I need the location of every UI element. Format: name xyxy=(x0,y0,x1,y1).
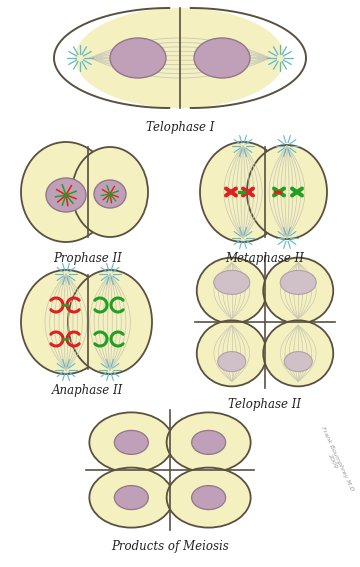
Ellipse shape xyxy=(89,468,174,528)
Ellipse shape xyxy=(94,180,126,208)
Text: Metaphase II: Metaphase II xyxy=(226,252,305,265)
Text: Frank Boumphrey M.D
2009: Frank Boumphrey M.D 2009 xyxy=(315,426,355,494)
Ellipse shape xyxy=(197,257,267,324)
Ellipse shape xyxy=(247,145,327,239)
Ellipse shape xyxy=(167,412,251,472)
Ellipse shape xyxy=(21,270,111,374)
Ellipse shape xyxy=(280,270,316,294)
Text: Anaphase II: Anaphase II xyxy=(52,384,123,397)
Ellipse shape xyxy=(263,320,333,386)
Ellipse shape xyxy=(263,257,333,324)
Ellipse shape xyxy=(114,430,148,454)
Ellipse shape xyxy=(284,352,312,371)
Ellipse shape xyxy=(46,178,86,212)
Text: Telophase I: Telophase I xyxy=(146,121,214,134)
Ellipse shape xyxy=(114,485,148,510)
Ellipse shape xyxy=(110,38,166,78)
Ellipse shape xyxy=(75,8,285,108)
Ellipse shape xyxy=(218,352,246,371)
Ellipse shape xyxy=(200,142,286,242)
Ellipse shape xyxy=(72,147,148,237)
Ellipse shape xyxy=(194,38,250,78)
Text: Prophase II: Prophase II xyxy=(54,252,122,265)
Ellipse shape xyxy=(192,485,226,510)
Ellipse shape xyxy=(89,412,174,472)
Text: Telophase II: Telophase II xyxy=(229,398,302,411)
Ellipse shape xyxy=(197,320,267,386)
Ellipse shape xyxy=(21,142,111,242)
Text: Products of Meiosis: Products of Meiosis xyxy=(111,540,229,553)
Ellipse shape xyxy=(214,270,250,294)
Ellipse shape xyxy=(167,468,251,528)
Ellipse shape xyxy=(68,270,152,374)
Ellipse shape xyxy=(192,430,226,454)
